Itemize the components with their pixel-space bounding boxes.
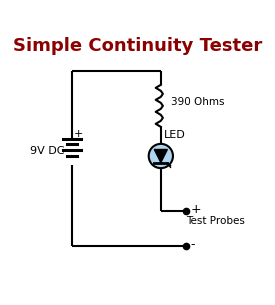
Polygon shape	[154, 149, 167, 163]
Text: -: -	[191, 238, 195, 251]
Text: Test Probes: Test Probes	[186, 216, 245, 226]
Text: Simple Continuity Tester: Simple Continuity Tester	[13, 37, 262, 55]
Text: 9V DC: 9V DC	[31, 145, 65, 156]
Text: +: +	[191, 203, 201, 216]
Circle shape	[149, 144, 173, 168]
Text: +: +	[74, 129, 83, 139]
Text: 390 Ohms: 390 Ohms	[171, 97, 225, 107]
Text: LED: LED	[164, 130, 185, 140]
